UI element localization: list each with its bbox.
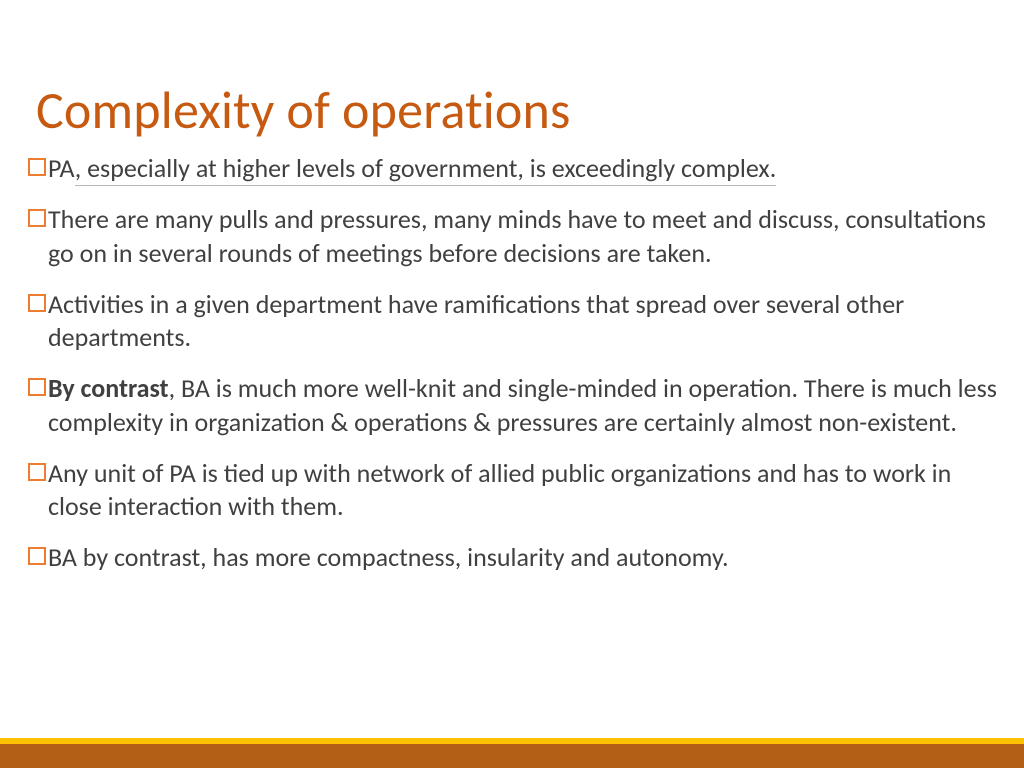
slide: Complexity of operations PA, especially … [0,0,1024,768]
bullet-pa-prefix: PA [48,152,75,184]
bullet-item: BA by contrast, has more compactness, in… [28,541,1002,574]
bullet-item: Activities in a given department have ra… [28,288,1002,355]
bullet-text: PA, especially at higher levels of gover… [48,152,1002,185]
bullet-text: There are many pulls and pressures, many… [48,203,1002,270]
square-bullet-icon [28,209,46,227]
square-bullet-icon [28,378,46,396]
square-bullet-icon [28,547,46,565]
bullet-text: By contrast, BA is much more well-knit a… [48,372,1002,439]
square-bullet-icon [28,294,46,312]
square-bullet-icon [28,463,46,481]
bullet-item: Any unit of PA is tied up with network o… [28,457,1002,524]
bullet-item: There are many pulls and pressures, many… [28,203,1002,270]
square-bullet-icon [28,158,46,176]
bullet-rest: , BA is much more well-knit and single-m… [48,372,997,437]
bullet-text: Any unit of PA is tied up with network o… [48,457,1002,524]
bullet-item: PA, especially at higher levels of gover… [28,152,1002,185]
bullet-text: Activities in a given department have ra… [48,288,1002,355]
slide-title: Complexity of operations [36,78,571,142]
bullet-bold-prefix: By contrast [48,372,169,404]
bullet-underlined-rest: , especially at higher levels of governm… [75,152,777,186]
bullet-text: BA by contrast, has more compactness, in… [48,541,1002,574]
bullet-item: By contrast, BA is much more well-knit a… [28,372,1002,439]
footer-main-stripe [0,744,1024,768]
footer-bar [0,738,1024,768]
bullet-list: PA, especially at higher levels of gover… [28,152,1002,593]
